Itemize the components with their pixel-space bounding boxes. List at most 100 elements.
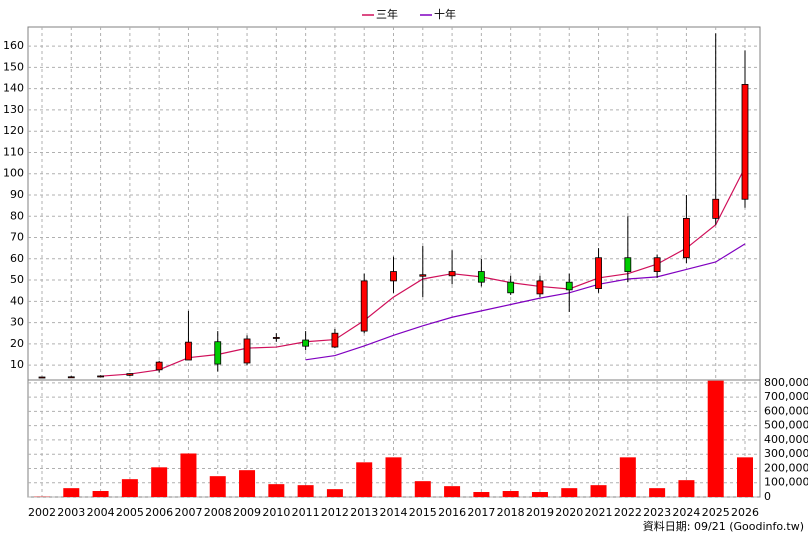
volume-bar	[385, 457, 402, 497]
volume-bar	[531, 492, 548, 497]
x-tick-label: 2022	[614, 506, 642, 519]
x-tick-label: 2003	[57, 506, 85, 519]
y-tick-label: 110	[3, 145, 24, 158]
y-tick-label: 70	[10, 231, 24, 244]
volume-bar	[121, 479, 138, 497]
y-tick-label: 80	[10, 209, 24, 222]
x-tick-label: 2020	[555, 506, 583, 519]
y-tick-label: 120	[3, 124, 24, 137]
volume-bar	[151, 467, 168, 497]
x-tick-label: 2008	[204, 506, 232, 519]
x-tick-label: 2009	[233, 506, 261, 519]
x-tick-label: 2018	[497, 506, 525, 519]
candle-body	[243, 338, 251, 364]
x-tick-label: 2016	[438, 506, 466, 519]
y2-tick-label: 0	[764, 490, 771, 503]
x-tick-label: 2006	[145, 506, 173, 519]
y2-tick-label: 400,000	[764, 433, 808, 446]
y2-tick-label: 100,000	[764, 476, 808, 489]
y-tick-label: 40	[10, 294, 24, 307]
candle-body	[507, 281, 515, 294]
y2-tick-label: 600,000	[764, 404, 808, 417]
volume-bar	[561, 488, 578, 497]
x-tick-label: 2011	[292, 506, 320, 519]
legend-label: 三年	[376, 7, 398, 21]
footer: 資料日期: 09/21 (Goodinfo.tw)	[643, 519, 804, 533]
volume-bar	[209, 476, 226, 497]
y-tick-label: 130	[3, 103, 24, 116]
y-tick-label: 100	[3, 167, 24, 180]
candle-body	[624, 257, 632, 272]
x-tick-label: 2017	[467, 506, 495, 519]
x-tick-label: 2010	[262, 506, 290, 519]
volume-bar	[239, 470, 256, 497]
x-tick-label: 2025	[702, 506, 730, 519]
candle-body	[741, 84, 749, 200]
candle-body	[97, 375, 104, 378]
candle-body	[126, 373, 134, 376]
y2-tick-label: 300,000	[764, 447, 808, 460]
x-tick-label: 2005	[116, 506, 144, 519]
x-tick-label: 2024	[672, 506, 700, 519]
volume-bar	[473, 492, 490, 497]
x-tick-label: 2014	[380, 506, 408, 519]
volume-bar	[502, 491, 519, 497]
y2-tick-label: 200,000	[764, 461, 808, 474]
volume-bar	[92, 491, 109, 497]
volume-bar	[180, 453, 197, 497]
candle-body	[536, 280, 544, 295]
volume-bar	[268, 484, 285, 497]
candle-body	[448, 271, 456, 277]
y2-tick-label: 800,000	[764, 376, 808, 389]
y-tick-label: 50	[10, 273, 24, 286]
y2-tick-label: 700,000	[764, 390, 808, 403]
y-tick-label: 20	[10, 337, 24, 350]
candle-body	[712, 198, 720, 219]
volume-bar	[414, 481, 431, 497]
y-tick-label: 90	[10, 188, 24, 201]
y2-tick-label: 500,000	[764, 419, 808, 432]
x-tick-label: 2012	[321, 506, 349, 519]
candle-body	[67, 376, 75, 379]
volume-bar	[707, 380, 724, 497]
candle-body	[477, 271, 485, 283]
volume-bar	[678, 480, 695, 497]
candle-body	[38, 376, 46, 379]
y-tick-label: 60	[10, 252, 24, 265]
legend-label: 十年	[434, 7, 456, 21]
candle-body	[185, 341, 192, 361]
x-tick-label: 2013	[350, 506, 378, 519]
y-tick-label: 30	[10, 316, 24, 329]
candle-body	[272, 337, 280, 339]
candle-body	[360, 280, 368, 332]
ma-line	[305, 243, 746, 361]
y-tick-label: 140	[3, 82, 24, 95]
x-tick-label: 2002	[28, 506, 56, 519]
candle-body	[390, 271, 397, 282]
volume-bar	[356, 462, 373, 497]
candle-body	[155, 361, 163, 371]
x-tick-label: 2026	[731, 506, 759, 519]
x-tick-label: 2004	[87, 506, 115, 519]
x-tick-label: 2015	[409, 506, 437, 519]
candle-body	[419, 274, 427, 277]
volume-bar	[63, 488, 80, 497]
x-tick-label: 2007	[174, 506, 202, 519]
x-tick-label: 2019	[526, 506, 554, 519]
volume-bar	[297, 485, 314, 497]
volume-bar	[444, 486, 461, 497]
x-tick-label: 2021	[585, 506, 613, 519]
x-tick-label: 2023	[643, 506, 671, 519]
candle-body	[331, 332, 339, 348]
volume-bar	[619, 457, 636, 497]
candle-body	[653, 257, 661, 272]
volume-bar	[649, 488, 666, 497]
candle-body	[214, 341, 222, 365]
candle-body	[683, 217, 690, 259]
candle-body	[302, 339, 310, 347]
y-tick-label: 160	[3, 39, 24, 52]
y-tick-label: 10	[10, 358, 24, 371]
volume-bar	[590, 485, 607, 497]
volume-bar	[326, 489, 343, 497]
